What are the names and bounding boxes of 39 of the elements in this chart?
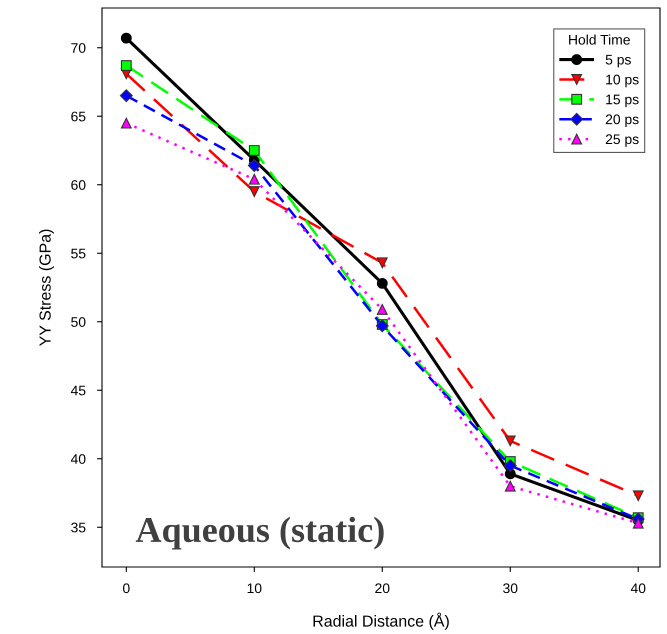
legend-label: 20 ps <box>606 114 639 127</box>
legend-label: 5 ps <box>606 54 631 68</box>
x-tick-label: 0 <box>122 583 130 594</box>
y-tick-label: 70 <box>71 43 86 53</box>
x-tick-label: 20 <box>375 583 390 594</box>
y-tick-label: 40 <box>70 454 86 464</box>
legend-title: Hold Time <box>569 34 630 45</box>
y-axis-title: YY Stress (GPa) <box>39 230 54 346</box>
x-axis-title: Radial Distance (Å) <box>314 612 449 630</box>
legend-label: 10 ps <box>606 74 639 88</box>
x-tick-label: 30 <box>503 583 518 594</box>
y-tick-label: 65 <box>71 112 86 122</box>
point <box>120 89 133 102</box>
point <box>120 32 132 44</box>
point <box>248 174 260 185</box>
y-tick-label: 50 <box>71 317 86 327</box>
point <box>632 490 644 502</box>
point <box>120 60 132 71</box>
legend-label: 25 ps <box>606 134 639 147</box>
y-tick-label: 35 <box>71 522 86 532</box>
point <box>504 480 516 492</box>
x-tick-label: 40 <box>630 583 646 594</box>
point <box>248 186 260 198</box>
point <box>504 436 516 446</box>
point <box>376 257 388 268</box>
point <box>248 159 261 172</box>
y-tick-label: 60 <box>71 180 86 190</box>
point <box>120 118 132 129</box>
point <box>248 145 260 156</box>
y-tick-label: 45 <box>70 386 86 396</box>
legend-label: 15 ps <box>606 94 639 108</box>
point <box>632 518 644 529</box>
y-tick-label: 55 <box>71 248 86 258</box>
annotation: Aqueous (static) <box>136 516 384 550</box>
point <box>376 319 389 332</box>
point <box>504 459 517 472</box>
point <box>376 304 388 315</box>
x-tick-label: 10 <box>248 583 262 594</box>
point <box>376 278 388 289</box>
